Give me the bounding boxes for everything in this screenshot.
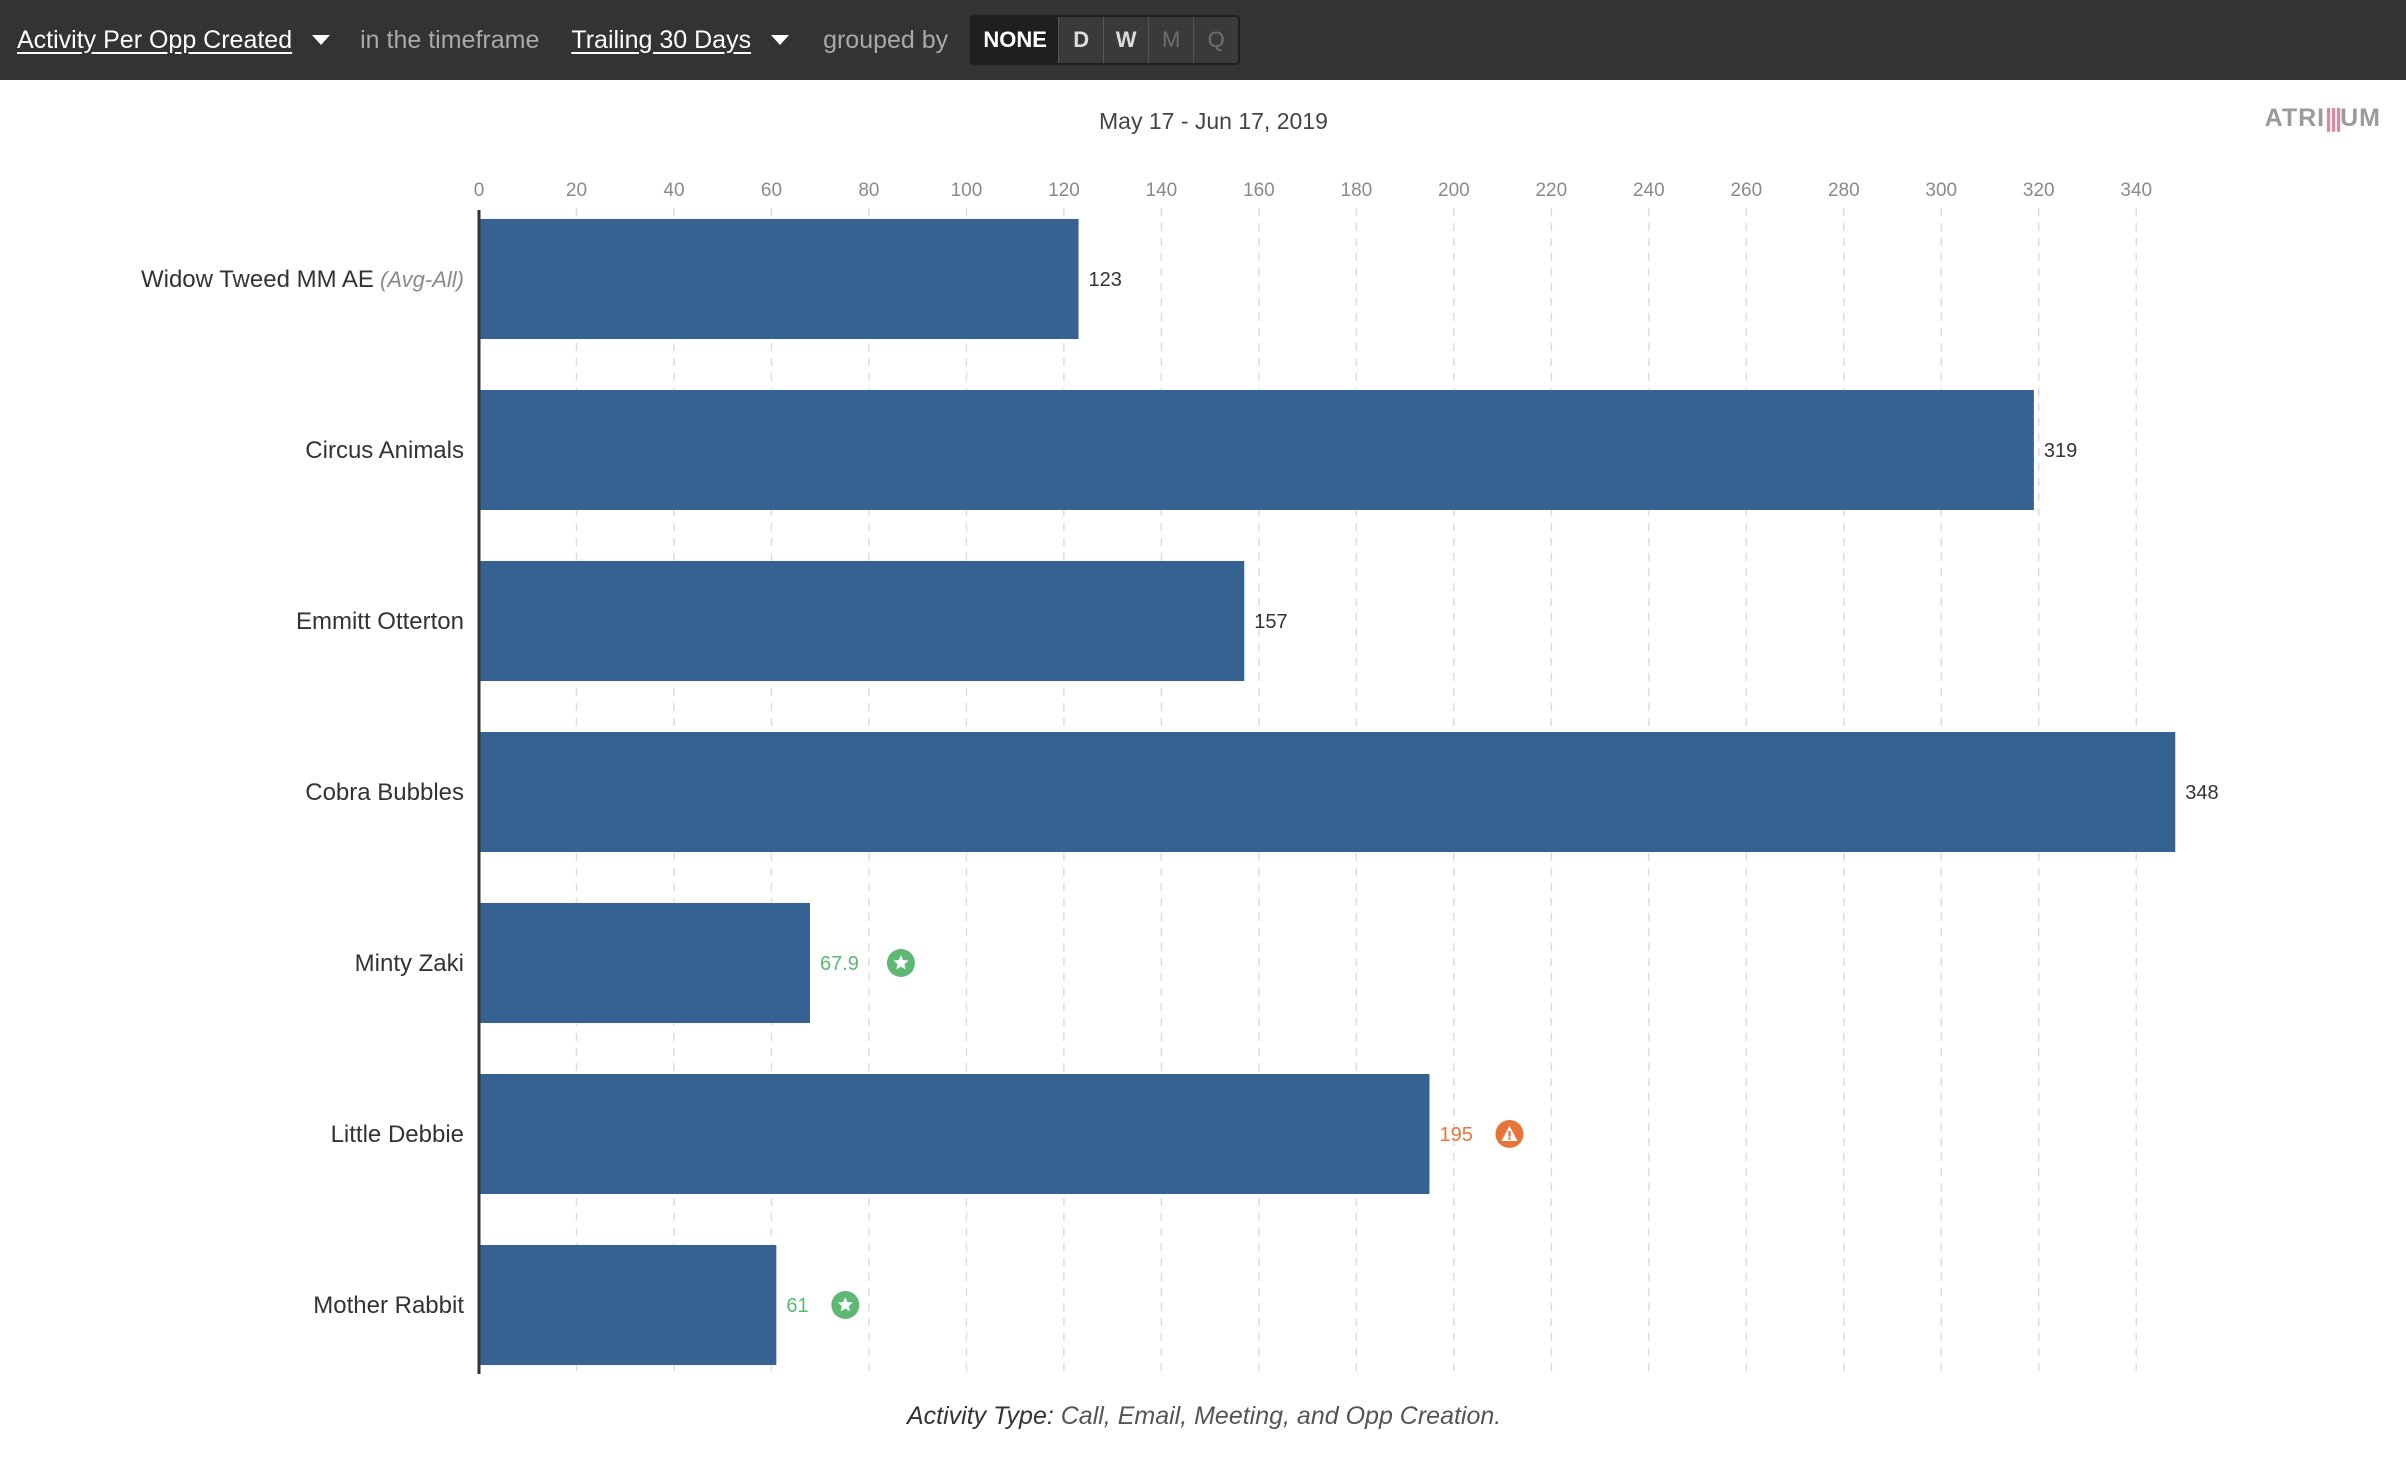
- bar: [479, 1245, 777, 1365]
- group-week-button[interactable]: W: [1103, 17, 1149, 63]
- footnote-content: Activity Type: Call, Email, Meeting, and…: [907, 1402, 1501, 1431]
- category-label: Emmitt Otterton: [296, 608, 464, 635]
- brand-bars: |||: [2325, 104, 2342, 132]
- category-label: Little Debbie: [331, 1121, 464, 1148]
- category-label: Cobra Bubbles: [305, 779, 464, 806]
- star-badge-icon: [831, 1291, 860, 1319]
- group-quarter-button[interactable]: Q: [1193, 17, 1239, 63]
- brand-logo: ATRI|||UM: [2265, 104, 2381, 133]
- group-none-button[interactable]: NONE: [972, 17, 1059, 63]
- x-tick-label: 80: [858, 180, 879, 201]
- brand-prefix: ATRI: [2264, 104, 2326, 132]
- metric-dropdown-icon[interactable]: [312, 35, 331, 45]
- x-tick-label: 260: [1730, 180, 1762, 201]
- x-tick-label: 140: [1146, 180, 1178, 201]
- bar: [479, 903, 810, 1023]
- x-tick-label: 220: [1535, 180, 1567, 201]
- x-tick-label: 280: [1828, 180, 1860, 201]
- brand-suffix: UM: [2340, 104, 2381, 132]
- x-tick-label: 180: [1341, 180, 1373, 201]
- x-tick-label: 200: [1438, 180, 1470, 201]
- timeframe-prefix: in the timeframe: [360, 25, 540, 54]
- grouping-toggle: NONE D W M Q: [970, 15, 1241, 65]
- x-tick-label: 20: [566, 180, 587, 201]
- group-month-button[interactable]: M: [1148, 17, 1194, 63]
- bar: [479, 732, 2176, 852]
- x-tick-label: 340: [2120, 180, 2152, 201]
- toolbar: Activity Per Opp Created in the timefram…: [0, 0, 2406, 80]
- value-label: 348: [2185, 782, 2218, 804]
- bar: [479, 561, 1245, 681]
- bar: [479, 1074, 1430, 1194]
- x-tick-label: 320: [2023, 180, 2055, 201]
- x-tick-label: 240: [1633, 180, 1665, 201]
- group-prefix: grouped by: [823, 25, 949, 54]
- value-label: 319: [2044, 440, 2077, 462]
- value-label: 123: [1089, 269, 1122, 291]
- timeframe-dropdown-icon[interactable]: [771, 35, 790, 45]
- metric-selector[interactable]: Activity Per Opp Created: [17, 25, 293, 54]
- x-tick-label: 0: [474, 180, 485, 201]
- category-label: Circus Animals: [305, 437, 464, 464]
- x-tick-label: 300: [1925, 180, 1957, 201]
- x-tick-label: 160: [1243, 180, 1275, 201]
- x-tick-label: 100: [951, 180, 983, 201]
- category-label: Widow Tweed MM AE (Avg-All): [141, 266, 464, 293]
- x-tick-label: 40: [663, 180, 684, 201]
- group-day-button[interactable]: D: [1058, 17, 1104, 63]
- bar: [479, 390, 2034, 510]
- footnote-text: Call, Email, Meeting, and Opp Creation.: [1053, 1402, 1502, 1430]
- category-label: Minty Zaki: [355, 950, 464, 977]
- category-label: Mother Rabbit: [313, 1292, 464, 1319]
- footnote-label: Activity Type:: [907, 1402, 1054, 1430]
- x-tick-label: 120: [1048, 180, 1080, 201]
- value-label: 67.9: [820, 953, 859, 975]
- date-range-text: May 17 - Jun 17, 2019: [1099, 108, 1328, 134]
- x-tick-label: 60: [761, 180, 782, 201]
- value-label: 157: [1254, 611, 1287, 633]
- value-label: 61: [786, 1295, 808, 1317]
- warning-badge-icon: [1495, 1120, 1524, 1148]
- value-label: 195: [1439, 1124, 1472, 1146]
- bar: [479, 219, 1079, 339]
- star-badge-icon: [886, 949, 915, 977]
- timeframe-selector[interactable]: Trailing 30 Days: [571, 25, 752, 54]
